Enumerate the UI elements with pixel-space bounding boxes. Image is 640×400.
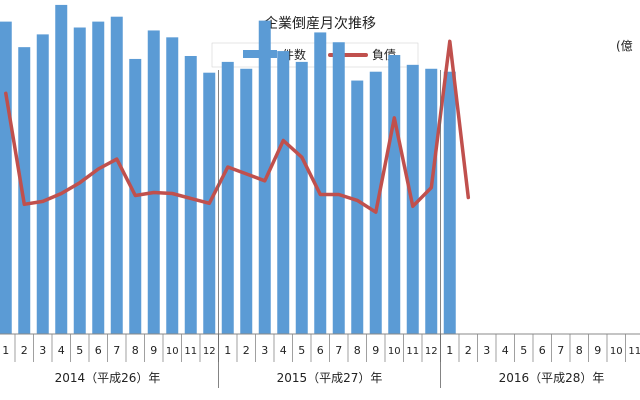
bar-count xyxy=(277,51,290,335)
bar-count xyxy=(369,71,382,334)
x-tick-label: 2 xyxy=(21,344,28,357)
bar-count xyxy=(18,47,31,334)
bar-count xyxy=(55,4,68,334)
bar-count xyxy=(314,32,327,334)
bar-count xyxy=(295,61,308,334)
x-tick-label: 6 xyxy=(539,344,546,357)
x-tick-label: 7 xyxy=(557,344,564,357)
x-tick-label: 5 xyxy=(520,344,527,357)
x-tick-label: 9 xyxy=(594,344,601,357)
bar-count xyxy=(184,55,197,335)
x-tick-label: 11 xyxy=(406,346,419,357)
x-tick-label: 8 xyxy=(132,344,139,357)
x-tick-label: 11 xyxy=(628,346,640,357)
x-tick-label: 8 xyxy=(354,344,361,357)
bar-count xyxy=(332,42,345,334)
bar-count xyxy=(166,37,179,335)
bar-series-count xyxy=(0,4,456,335)
x-tick-label: 3 xyxy=(483,344,490,357)
x-tick-label: 10 xyxy=(388,346,401,357)
bar-count xyxy=(425,68,438,334)
bar-count xyxy=(443,71,456,334)
bar-count xyxy=(36,34,49,334)
x-tick-label: 7 xyxy=(113,344,120,357)
bar-count xyxy=(351,80,364,334)
x-tick-label: 8 xyxy=(576,344,583,357)
x-tick-label: 2 xyxy=(243,344,250,357)
line-series-debt xyxy=(4,39,471,214)
bar-count xyxy=(221,61,234,334)
x-axis: 1 2 3 4 5 6 7 8 9 10 11 12 1 2 3 4 5 6 7 8 9 10 11 12 1 2 3 4 5 6 7 8 9 1… xyxy=(0,70,640,388)
x-tick-label: 6 xyxy=(317,344,324,357)
x-tick-label: 5 xyxy=(76,344,83,357)
x-tick-label: 10 xyxy=(166,346,179,357)
x-tick-label: 10 xyxy=(610,346,623,357)
x-tick-label: 4 xyxy=(280,344,287,357)
bar-count xyxy=(388,55,401,334)
year-group-label: 2016（平成28）年 xyxy=(499,371,605,385)
x-tick-label: 3 xyxy=(261,344,268,357)
bar-count xyxy=(0,21,12,335)
x-tick-label: 12 xyxy=(203,346,216,357)
x-tick-label: 4 xyxy=(58,344,65,357)
x-tick-label: 4 xyxy=(502,344,509,357)
x-tick-label: 12 xyxy=(425,346,438,357)
line-debt xyxy=(4,39,471,214)
x-tick-label: 2 xyxy=(465,344,472,357)
bar-count xyxy=(240,68,253,334)
chart-title: 企業倒産月次推移 xyxy=(264,15,376,32)
bar-count xyxy=(147,30,160,334)
year-group-label: 2015（平成27）年 xyxy=(277,371,383,385)
year-group-label: 2014（平成26）年 xyxy=(55,371,161,385)
bar-count xyxy=(92,21,105,335)
x-tick-label: 5 xyxy=(298,344,305,357)
x-tick-label: 6 xyxy=(95,344,102,357)
bar-count xyxy=(110,16,123,334)
x-tick-label: 9 xyxy=(150,344,157,357)
right-axis-label-fragment: (億 xyxy=(616,39,633,53)
x-tick-label: 1 xyxy=(224,344,231,357)
x-tick-label: 7 xyxy=(335,344,342,357)
x-tick-label: 1 xyxy=(2,344,9,357)
x-tick-label: 3 xyxy=(39,344,46,357)
x-tick-label: 1 xyxy=(446,344,453,357)
x-tick-label: 9 xyxy=(372,344,379,357)
x-tick-label: 11 xyxy=(184,346,197,357)
